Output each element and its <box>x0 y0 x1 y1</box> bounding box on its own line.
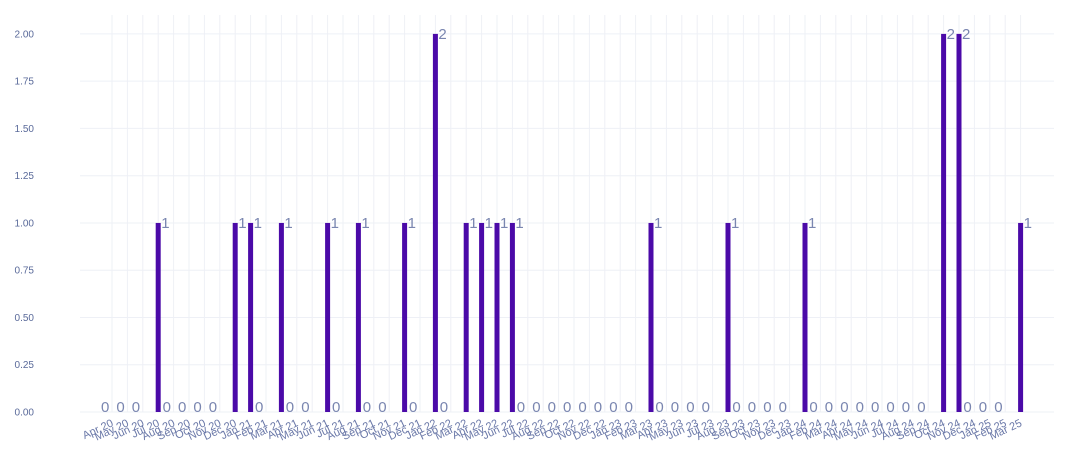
data-label: 1 <box>331 215 339 232</box>
bar <box>1018 222 1024 412</box>
bar <box>155 222 161 412</box>
grid <box>80 15 1054 413</box>
data-label: 2 <box>438 26 446 43</box>
data-label: 1 <box>469 215 477 232</box>
y-axis-ticks: 0.00 0.25 0.50 0.75 1.00 1.25 1.50 1.75 2.00 <box>15 29 35 418</box>
data-label: 0 <box>963 399 971 416</box>
y-tick-label: 0.50 <box>15 313 35 324</box>
y-tick-label: 0.25 <box>15 360 35 371</box>
data-label: 0 <box>578 399 586 416</box>
bar <box>494 222 500 412</box>
y-tick-label: 1.00 <box>15 218 35 229</box>
data-label: 0 <box>809 399 817 416</box>
data-label: 1 <box>808 215 816 232</box>
data-label: 0 <box>732 399 740 416</box>
bar <box>232 222 238 412</box>
y-tick-label: 0.75 <box>15 266 35 277</box>
data-label: 0 <box>286 399 294 416</box>
data-label: 0 <box>255 399 263 416</box>
data-label: 0 <box>871 399 879 416</box>
bar <box>479 222 485 412</box>
data-label: 0 <box>332 399 340 416</box>
data-label: 0 <box>378 399 386 416</box>
data-label: 1 <box>161 215 169 232</box>
data-label: 0 <box>671 399 679 416</box>
bar <box>463 222 469 412</box>
data-label: 0 <box>101 399 109 416</box>
data-label: 1 <box>1024 215 1032 232</box>
data-label: 0 <box>363 399 371 416</box>
bars <box>155 33 1024 413</box>
data-label: 1 <box>361 215 369 232</box>
y-tick-label: 1.25 <box>15 171 35 182</box>
bar <box>956 33 962 413</box>
data-label: 0 <box>163 399 171 416</box>
data-label: 1 <box>485 215 493 232</box>
data-label: 0 <box>917 399 925 416</box>
y-tick-label: 1.75 <box>15 77 35 88</box>
data-label: 0 <box>209 399 217 416</box>
bar <box>278 222 284 412</box>
data-label: 0 <box>548 399 556 416</box>
y-tick-label: 2.00 <box>15 29 35 40</box>
data-label: 0 <box>994 399 1002 416</box>
data-label: 0 <box>763 399 771 416</box>
data-label: 0 <box>594 399 602 416</box>
data-label: 1 <box>500 215 508 232</box>
data-label: 0 <box>840 399 848 416</box>
bar <box>725 222 731 412</box>
data-label: 0 <box>702 399 710 416</box>
bar <box>402 222 408 412</box>
data-label: 0 <box>116 399 124 416</box>
data-label: 2 <box>962 26 970 43</box>
bar <box>941 33 947 413</box>
bar <box>355 222 361 412</box>
data-label: 1 <box>515 215 523 232</box>
data-label: 0 <box>440 399 448 416</box>
data-label: 0 <box>301 399 309 416</box>
data-label: 0 <box>193 399 201 416</box>
data-label: 0 <box>686 399 694 416</box>
data-label: 0 <box>779 399 787 416</box>
data-label: 1 <box>731 215 739 232</box>
data-label: 0 <box>748 399 756 416</box>
data-label: 0 <box>979 399 987 416</box>
bar <box>325 222 331 412</box>
data-label: 0 <box>532 399 540 416</box>
data-label: 1 <box>408 215 416 232</box>
y-tick-label: 1.50 <box>15 124 35 135</box>
data-label: 0 <box>856 399 864 416</box>
bar <box>432 33 438 413</box>
bar <box>648 222 654 412</box>
data-label: 1 <box>654 215 662 232</box>
data-label: 2 <box>947 26 955 43</box>
data-label: 0 <box>563 399 571 416</box>
data-label: 0 <box>517 399 525 416</box>
data-label: 0 <box>825 399 833 416</box>
data-label: 0 <box>655 399 663 416</box>
bar <box>802 222 808 412</box>
y-tick-label: 0.00 <box>15 408 35 419</box>
data-label: 0 <box>886 399 894 416</box>
bar <box>509 222 515 412</box>
data-label: 0 <box>409 399 417 416</box>
data-label: 0 <box>609 399 617 416</box>
data-label: 0 <box>625 399 633 416</box>
data-label: 1 <box>238 215 246 232</box>
data-label: 1 <box>284 215 292 232</box>
bar <box>248 222 254 412</box>
data-label: 0 <box>178 399 186 416</box>
data-label: 1 <box>254 215 262 232</box>
data-label: 0 <box>902 399 910 416</box>
data-label: 0 <box>132 399 140 416</box>
